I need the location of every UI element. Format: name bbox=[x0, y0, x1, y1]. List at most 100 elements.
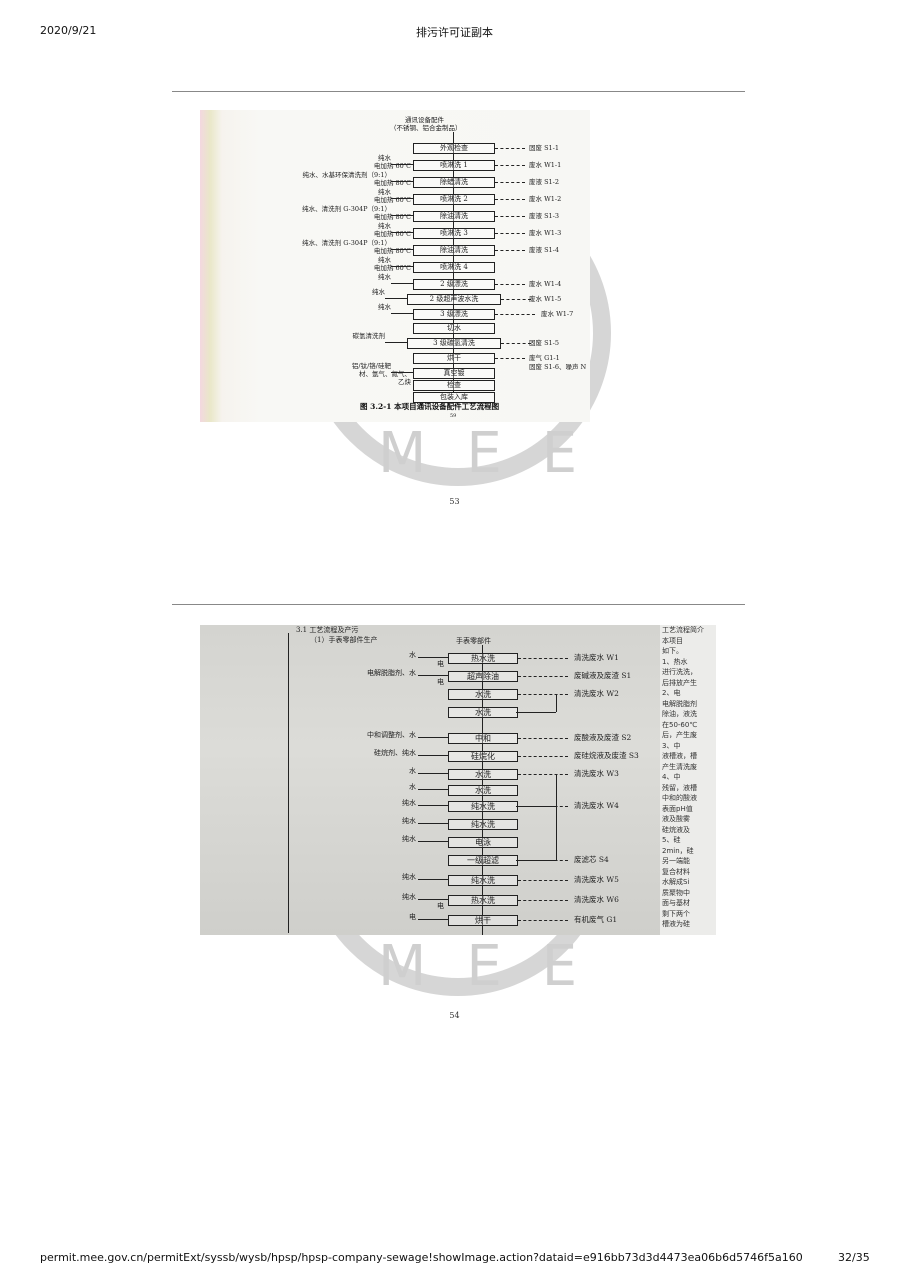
input-label: 纯水 bbox=[378, 273, 391, 281]
recycle-line bbox=[516, 860, 556, 861]
input-label: 水 bbox=[409, 783, 416, 791]
input-arrow bbox=[391, 181, 413, 182]
input-arrow bbox=[418, 823, 448, 824]
recycle-line bbox=[516, 712, 556, 713]
page-number: 53 bbox=[449, 497, 460, 506]
input-arrow bbox=[418, 805, 448, 806]
process-step: 一级超滤 bbox=[448, 855, 518, 866]
output-label: 废液 S1-4 bbox=[529, 246, 559, 254]
output-arrow bbox=[518, 658, 568, 659]
output-label: 废酸液及废渣 S2 bbox=[574, 733, 632, 742]
process-step: 超声除油 bbox=[448, 671, 518, 682]
side-text-line: 中和的酸液 bbox=[662, 794, 697, 802]
side-text-line: 如下。 bbox=[662, 647, 683, 655]
input-label: 电 bbox=[437, 660, 444, 668]
process-step: 除油清洗 bbox=[413, 245, 495, 256]
side-text-line: 质聚物中 bbox=[662, 888, 690, 897]
output-label: 清洗废水 W4 bbox=[574, 801, 619, 810]
side-text-line: 电解脱脂剂 bbox=[662, 699, 697, 708]
input-label: 纯水、清洗剂 G-304P（9:1） bbox=[302, 239, 391, 247]
input-arrow bbox=[391, 283, 413, 284]
recycle-line bbox=[516, 806, 556, 807]
footer-url: permit.mee.gov.cn/permitExt/syssb/wysb/h… bbox=[40, 1251, 803, 1264]
process-step: 烘干 bbox=[413, 353, 495, 364]
output-arrow bbox=[518, 900, 568, 901]
output-arrow bbox=[495, 233, 525, 234]
input-label: 纯水 bbox=[402, 799, 416, 807]
input-label: 电加热 80℃ bbox=[373, 213, 411, 221]
input-label: 硅烷剂、纯水 bbox=[374, 749, 416, 757]
side-text-line: 后，产生废 bbox=[662, 731, 697, 739]
side-text-line: 3、中 bbox=[662, 741, 681, 750]
input-arrow bbox=[391, 198, 413, 199]
side-text-line: 本项目 bbox=[662, 636, 683, 645]
output-arrow bbox=[495, 314, 535, 315]
process-step: 除油清洗 bbox=[413, 211, 495, 222]
process-step: 水洗 bbox=[448, 689, 518, 700]
input-arrow bbox=[418, 755, 448, 756]
output-arrow bbox=[495, 216, 525, 217]
input-arrow bbox=[418, 899, 448, 900]
input-arrow bbox=[418, 737, 448, 738]
input-arrow bbox=[385, 342, 407, 343]
page-number: 54 bbox=[449, 1011, 460, 1020]
process-step: 热水洗 bbox=[448, 895, 518, 906]
output-arrow bbox=[495, 182, 525, 183]
input-label: 电加热 60℃ bbox=[373, 196, 411, 204]
side-text-line: 复合材料 bbox=[662, 867, 690, 876]
side-text-line: 剩下两个 bbox=[662, 909, 690, 918]
input-arrow bbox=[418, 657, 448, 658]
input-arrow bbox=[418, 789, 448, 790]
input-arrow bbox=[391, 164, 413, 165]
output-arrow bbox=[495, 250, 525, 251]
input-arrow bbox=[418, 675, 448, 676]
output-label: 有机废气 G1 bbox=[574, 915, 618, 924]
side-text-line: 在50-60℃ bbox=[662, 720, 698, 729]
input-label: 纯水 bbox=[378, 222, 391, 230]
process-step: 纯水洗 bbox=[448, 819, 518, 830]
process-step: 喷淋洗 2 bbox=[413, 194, 495, 205]
output-arrow bbox=[518, 920, 568, 921]
input-arrow bbox=[391, 266, 413, 267]
side-text-line: 硅烷液及 bbox=[662, 825, 690, 834]
output-label: 废水 W1-7 bbox=[541, 310, 574, 318]
process-step: 切水 bbox=[413, 323, 495, 334]
input-label: 电加热 60℃ bbox=[373, 162, 411, 170]
input-arrow bbox=[391, 313, 413, 314]
process-step: 除蜡清洗 bbox=[413, 177, 495, 188]
input-label: 铝/钛/铬/硅靶 bbox=[351, 362, 391, 370]
output-arrow bbox=[518, 738, 568, 739]
recycle-line bbox=[556, 806, 557, 860]
output-arrow bbox=[518, 756, 568, 757]
process-step: 电泳 bbox=[448, 837, 518, 848]
process-step: 硅烷化 bbox=[448, 751, 518, 762]
input-arrow bbox=[391, 232, 413, 233]
process-step: 检查 bbox=[413, 380, 495, 391]
process-step: 喷淋洗 4 bbox=[413, 262, 495, 273]
input-label: 材、氩气、氮气、 bbox=[359, 370, 411, 378]
side-text-line: 水解成Si bbox=[662, 878, 690, 886]
output-arrow bbox=[518, 880, 568, 881]
section-heading: 3.1 工艺流程及产污 bbox=[296, 626, 359, 634]
process-step: 3 级碳氢清洗 bbox=[407, 338, 501, 349]
output-label: 清洗废水 W2 bbox=[574, 689, 619, 698]
process-step: 喷淋洗 3 bbox=[413, 228, 495, 239]
output-label: 清洗废水 W1 bbox=[574, 653, 619, 662]
output-arrow bbox=[495, 148, 525, 149]
input-label: 水 bbox=[409, 767, 416, 775]
input-label: 纯水 bbox=[372, 288, 385, 296]
input-arrow bbox=[418, 773, 448, 774]
input-label: 电 bbox=[437, 678, 444, 686]
output-label: 废水 W1-5 bbox=[529, 295, 562, 303]
process-step: 热水洗 bbox=[448, 653, 518, 664]
side-text-line: 4、中 bbox=[662, 773, 681, 781]
process-step: 水洗 bbox=[448, 785, 518, 796]
input-label: 水 bbox=[409, 651, 416, 659]
side-text-line: 残留，液槽 bbox=[662, 783, 697, 792]
process-step: 纯水洗 bbox=[448, 875, 518, 886]
input-label: 纯水 bbox=[402, 835, 416, 843]
input-label: 乙炔 bbox=[398, 378, 411, 386]
divider bbox=[172, 91, 745, 92]
output-label: 废液 S1-3 bbox=[529, 212, 559, 220]
process-step: 水洗 bbox=[448, 707, 518, 718]
